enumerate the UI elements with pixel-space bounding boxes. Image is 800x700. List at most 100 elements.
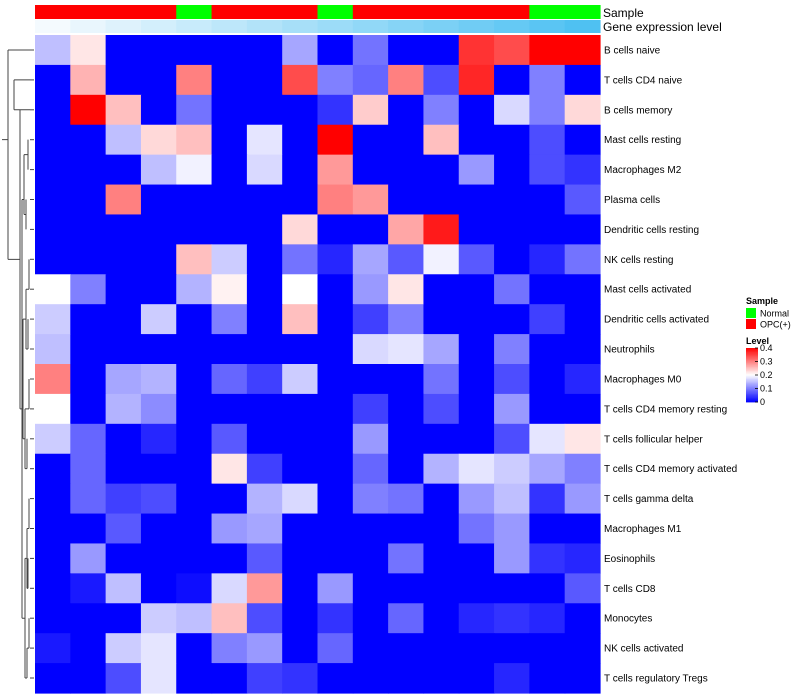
heatmap-cell	[140, 64, 177, 96]
level-colorbar: 0.4 0.3 0.2 0.1 0	[746, 343, 773, 407]
heatmap-cell	[529, 244, 566, 275]
heatmap-cell	[564, 423, 601, 455]
heatmap-cell	[564, 453, 601, 485]
colorbar-segment	[746, 358, 758, 361]
heatmap-cell	[564, 154, 601, 186]
heatmap-cell	[388, 35, 425, 66]
heatmap-cell	[211, 274, 248, 305]
expression-annotation-cell	[246, 20, 283, 33]
sample-legend-swatch	[746, 308, 756, 318]
sample-annotation-cell	[176, 5, 213, 19]
heatmap-cell	[529, 64, 566, 96]
heatmap-cell	[458, 274, 495, 305]
heatmap-cell	[458, 513, 495, 545]
heatmap-cell	[564, 663, 601, 694]
heatmap-cell	[282, 304, 319, 335]
heatmap-cell	[246, 663, 283, 694]
heatmap-cell	[352, 663, 389, 694]
dendrogram-branch	[8, 49, 30, 81]
heatmap-cell	[70, 423, 107, 455]
heatmap-cell	[564, 35, 601, 66]
sample-annotation-cell	[529, 5, 566, 19]
heatmap-cell	[282, 633, 319, 664]
heatmap-cell	[352, 64, 389, 96]
heatmap-cell	[529, 483, 566, 515]
heatmap-cell	[317, 663, 354, 694]
heatmap-cell	[529, 184, 566, 216]
heatmap-cell	[564, 184, 601, 216]
heatmap-cell	[246, 453, 283, 485]
heatmap-cell	[352, 334, 389, 365]
heatmap-cell	[317, 64, 354, 96]
heatmap-cell	[246, 154, 283, 186]
expression-annotation-cell	[352, 20, 389, 33]
heatmap-cell	[388, 364, 425, 395]
heatmap-cell	[423, 154, 460, 186]
heatmap-cell	[352, 35, 389, 66]
heatmap-cell	[388, 543, 425, 574]
sample-annotation-cell	[35, 5, 71, 19]
heatmap-cell	[529, 513, 566, 545]
heatmap-cell	[423, 124, 460, 156]
heatmap-cell	[352, 364, 389, 395]
heatmap-cell	[246, 184, 283, 216]
heatmap-cell	[529, 154, 566, 186]
heatmap-cell	[458, 334, 495, 365]
heatmap-cell	[317, 543, 354, 574]
row-dendrogram	[2, 49, 34, 679]
colorbar-segment	[746, 356, 758, 358]
heatmap-cell	[140, 633, 177, 664]
heatmap-cell	[282, 663, 319, 694]
heatmap-cell	[246, 483, 283, 515]
heatmap-cell	[317, 633, 354, 664]
heatmap-cell	[458, 35, 495, 66]
colorbar-segment	[746, 385, 758, 388]
heatmap-cell	[282, 154, 319, 186]
colorbar-tick-label: 0.4	[760, 343, 773, 353]
heatmap-cell	[211, 573, 248, 604]
heatmap-cell	[494, 543, 530, 574]
heatmap-cell	[211, 453, 248, 485]
heatmap-cell	[176, 334, 213, 365]
heatmap-cell	[70, 154, 107, 186]
expression-annotation-cell	[494, 20, 530, 33]
heatmap-cell	[246, 573, 283, 604]
heatmap-cell	[211, 603, 248, 634]
colorbar-segment	[746, 392, 758, 395]
heatmap-cell	[176, 244, 213, 275]
heatmap-cell	[282, 124, 319, 156]
row-label: T cells follicular helper	[604, 434, 703, 445]
expression-annotation-cell	[282, 20, 319, 33]
heatmap-cell	[317, 244, 354, 275]
heatmap-cell	[105, 573, 142, 604]
heatmap-cell	[140, 274, 177, 305]
heatmap-cell	[282, 513, 319, 545]
heatmap-cell	[176, 94, 213, 126]
heatmap-cell	[564, 124, 601, 156]
heatmap-cell	[317, 364, 354, 395]
heatmap-cell	[423, 573, 460, 604]
dendrogram-branch	[8, 109, 21, 409]
heatmap-cell	[70, 663, 107, 694]
expression-annotation-bar	[35, 20, 601, 33]
heatmap-cell	[211, 513, 248, 545]
heatmap-cell	[564, 334, 601, 365]
heatmap-cell	[564, 304, 601, 335]
row-label: Macrophages M0	[604, 374, 682, 385]
heatmap-cell	[105, 364, 142, 395]
heatmap-cell	[140, 364, 177, 395]
heatmap-cell	[140, 214, 177, 245]
heatmap-cell	[70, 274, 107, 305]
sample-annotation-cell	[140, 5, 177, 19]
heatmap-cell	[176, 364, 213, 395]
heatmap-cell	[352, 94, 389, 126]
heatmap-cell	[494, 35, 530, 66]
row-label: T cells gamma delta	[604, 494, 694, 505]
heatmap-cell	[458, 483, 495, 515]
heatmap-cell	[352, 154, 389, 186]
heatmap-cell	[529, 543, 566, 574]
heatmap-cell	[529, 35, 566, 66]
heatmap-cell	[458, 453, 495, 485]
heatmap-cell	[246, 244, 283, 275]
